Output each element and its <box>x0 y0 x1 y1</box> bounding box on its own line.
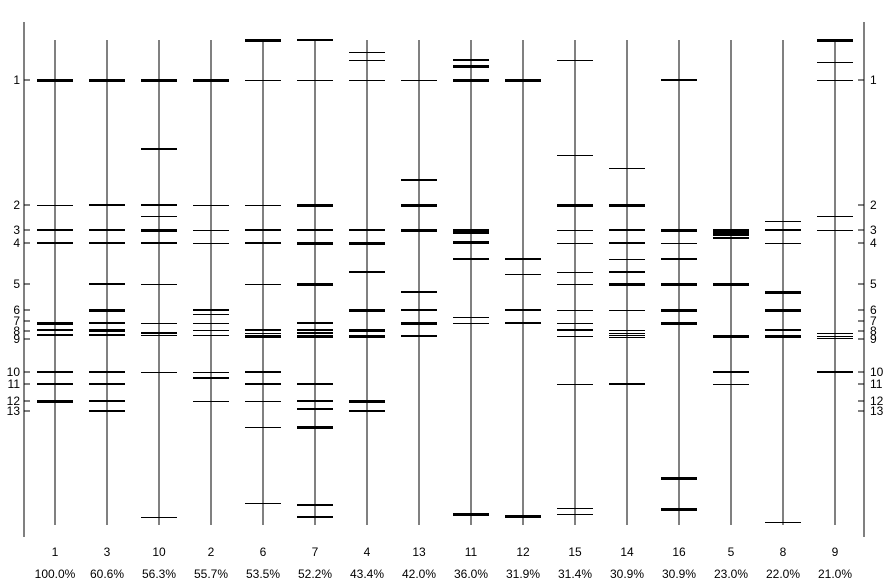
lane-2 <box>193 40 229 525</box>
right-marker-label: 12 <box>870 394 884 408</box>
lane-6 <box>245 39 281 525</box>
lane-percent-label: 55.7% <box>194 567 228 581</box>
lane-id-label: 16 <box>672 545 686 559</box>
lane-percent-label: 100.0% <box>35 567 76 581</box>
lane-8 <box>765 40 801 525</box>
lane-id-label: 10 <box>152 545 166 559</box>
lane-percent-label: 60.6% <box>90 567 124 581</box>
lane-id-label: 5 <box>728 545 735 559</box>
lane-percent-label: 42.0% <box>402 567 436 581</box>
lane-id-label: 11 <box>465 545 478 559</box>
lane-id-label: 6 <box>260 545 267 559</box>
lane-percent-label: 52.2% <box>298 567 332 581</box>
lane-id-label: 14 <box>620 545 634 559</box>
left-marker-label: 9 <box>13 332 20 346</box>
lane-10 <box>141 40 177 525</box>
right-marker-label: 1 <box>870 73 877 87</box>
left-marker-label: 5 <box>13 277 20 291</box>
lane-id-label: 12 <box>516 545 530 559</box>
left-marker-label: 10 <box>7 365 21 379</box>
lane-id-label: 1 <box>52 545 59 559</box>
lane-percent-label: 36.0% <box>454 567 488 581</box>
left-marker-label: 8 <box>13 324 20 338</box>
lane-id-label: 3 <box>104 545 111 559</box>
left-marker-label: 4 <box>13 236 20 250</box>
lane-13 <box>401 40 437 525</box>
lane-percent-label: 53.5% <box>246 567 280 581</box>
lane-labels-group: 1 100.0% 3 60.6% 10 56.3% 2 55.7% 6 53.5% 7 52.2% 4 4… <box>35 545 853 581</box>
lane-id-label: 8 <box>780 545 787 559</box>
right-marker-label: 10 <box>870 365 884 379</box>
lane-5 <box>713 40 749 525</box>
left-marker-label: 2 <box>13 198 20 212</box>
lane-percent-label: 23.0% <box>714 567 748 581</box>
lane-15 <box>557 40 593 525</box>
lane-id-label: 7 <box>312 545 319 559</box>
lane-percent-label: 21.0% <box>818 567 852 581</box>
left-marker-label: 7 <box>13 314 20 328</box>
lane-id-label: 15 <box>568 545 582 559</box>
right-marker-label: 11 <box>870 377 883 391</box>
lanes-group <box>37 39 853 525</box>
left-marker-label: 6 <box>13 303 20 317</box>
left-marker-label: 1 <box>13 73 20 87</box>
lane-percent-label: 30.9% <box>610 567 644 581</box>
left-marker-label: 3 <box>13 223 20 237</box>
right-marker-label: 13 <box>870 404 884 418</box>
lane-percent-label: 30.9% <box>662 567 696 581</box>
lane-4 <box>349 40 385 525</box>
lane-percent-label: 31.9% <box>506 567 540 581</box>
lane-id-label: 4 <box>364 545 371 559</box>
right-marker-label: 7 <box>870 314 877 328</box>
left-marker-label: 11 <box>8 377 21 391</box>
right-marker-label: 4 <box>870 236 877 250</box>
lane-11 <box>453 40 489 525</box>
lane-id-label: 9 <box>832 545 839 559</box>
lane-12 <box>505 40 541 525</box>
lane-1 <box>37 40 73 525</box>
right-marker-label: 6 <box>870 303 877 317</box>
right-marker-label: 5 <box>870 277 877 291</box>
right-marker-label: 8 <box>870 324 877 338</box>
lane-percent-label: 31.4% <box>558 567 592 581</box>
lane-9 <box>817 39 853 525</box>
lane-percent-label: 22.0% <box>766 567 800 581</box>
right-marker-label: 2 <box>870 198 877 212</box>
left-marker-label: 12 <box>7 394 21 408</box>
right-marker-label: 9 <box>870 332 877 346</box>
lane-3 <box>89 40 125 525</box>
lane-id-label: 13 <box>412 545 426 559</box>
lane-7 <box>297 39 333 525</box>
lane-16 <box>661 40 697 525</box>
lane-percent-label: 43.4% <box>350 567 384 581</box>
lane-percent-label: 56.3% <box>142 567 176 581</box>
lane-14 <box>609 40 645 525</box>
lane-id-label: 2 <box>208 545 215 559</box>
right-marker-label: 3 <box>870 223 877 237</box>
left-marker-label: 13 <box>7 404 21 418</box>
